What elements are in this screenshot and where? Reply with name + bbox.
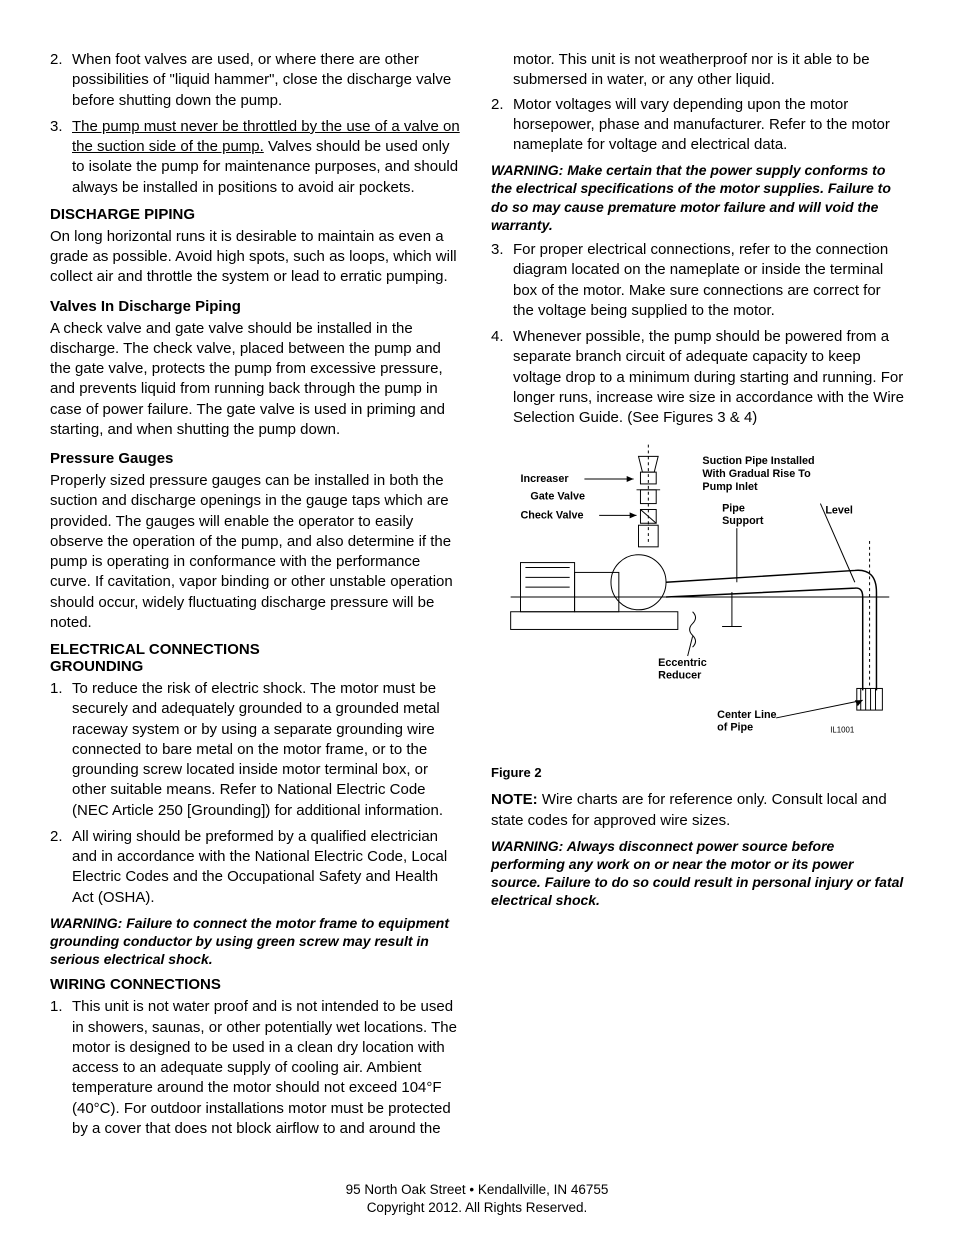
list-item: 2. When foot valves are used, or where t…	[50, 50, 463, 111]
label-eccentric-1: Eccentric	[658, 657, 707, 669]
label-suction-1: Suction Pipe Installed	[702, 456, 814, 468]
list-number: 2.	[491, 95, 513, 156]
list-number: 1.	[50, 997, 72, 1139]
right-column: motor. This unit is not weatherproof nor…	[491, 50, 904, 1145]
label-center-2: of Pipe	[717, 722, 753, 734]
list-item: 3. The pump must never be throttled by t…	[50, 117, 463, 198]
list-number: 3.	[491, 240, 513, 321]
list-number: 4.	[491, 327, 513, 428]
label-check-valve: Check Valve	[521, 510, 584, 522]
list-text: To reduce the risk of electric shock. Th…	[72, 679, 463, 821]
left-column: 2. When foot valves are used, or where t…	[50, 50, 463, 1145]
label-suction-2: With Gradual Rise To	[702, 468, 811, 480]
label-level: Level	[825, 505, 853, 517]
list-number: 2.	[50, 827, 72, 908]
motor-voltage-list: 2. Motor voltages will vary depending up…	[491, 95, 904, 156]
heading-valves: Valves In Discharge Piping	[50, 298, 463, 315]
electrical-conn-list: 3. For proper electrical connections, re…	[491, 240, 904, 428]
heading-pressure-gauges: Pressure Gauges	[50, 450, 463, 467]
list-number: 3.	[50, 117, 72, 198]
figure-2-diagram: Increaser Gate Valve Check Valve Suction…	[491, 442, 904, 752]
wiring-list: 1. This unit is not water proof and is n…	[50, 997, 463, 1139]
label-eccentric-2: Reducer	[658, 670, 702, 682]
label-figure-code: IL1001	[830, 726, 854, 735]
paragraph-motor-cont: motor. This unit is not weatherproof nor…	[491, 50, 904, 91]
list-item: 4. Whenever possible, the pump should be…	[491, 327, 904, 428]
list-item: 3. For proper electrical connections, re…	[491, 240, 904, 321]
page-footer: 95 North Oak Street • Kendallville, IN 4…	[0, 1181, 954, 1217]
list-text: This unit is not water proof and is not …	[72, 997, 463, 1139]
heading-grounding: GROUNDING	[50, 658, 463, 675]
note-paragraph: NOTE: Wire charts are for reference only…	[491, 790, 904, 831]
label-suction-3: Pump Inlet	[702, 481, 758, 493]
label-increaser: Increaser	[521, 473, 570, 485]
list-item: 1. This unit is not water proof and is n…	[50, 997, 463, 1139]
heading-discharge-piping: DISCHARGE PIPING	[50, 206, 463, 223]
list-text: For proper electrical connections, refer…	[513, 240, 904, 321]
list-item: 1. To reduce the risk of electric shock.…	[50, 679, 463, 821]
list-text: Whenever possible, the pump should be po…	[513, 327, 904, 428]
list-number: 1.	[50, 679, 72, 821]
figure-2: Increaser Gate Valve Check Valve Suction…	[491, 442, 904, 780]
footer-address: 95 North Oak Street • Kendallville, IN 4…	[0, 1181, 954, 1199]
warning-disconnect: WARNING: Always disconnect power source …	[491, 837, 904, 910]
paragraph-valves: A check valve and gate valve should be i…	[50, 319, 463, 441]
footer-copyright: Copyright 2012. All Rights Reserved.	[0, 1199, 954, 1217]
list-text: When foot valves are used, or where ther…	[72, 50, 463, 111]
list-text: Motor voltages will vary depending upon …	[513, 95, 904, 156]
label-center-1: Center Line	[717, 709, 776, 721]
heading-electrical: ELECTRICAL CONNECTIONS	[50, 641, 463, 658]
list-number: 2.	[50, 50, 72, 111]
label-pipe-support-2: Support	[722, 515, 764, 527]
note-lead: NOTE:	[491, 791, 538, 808]
warning-power-supply: WARNING: Make certain that the power sup…	[491, 161, 904, 234]
list-text: All wiring should be preformed by a qual…	[72, 827, 463, 908]
label-pipe-support-1: Pipe	[722, 503, 745, 515]
two-column-layout: 2. When foot valves are used, or where t…	[50, 50, 904, 1145]
list-item: 2. All wiring should be preformed by a q…	[50, 827, 463, 908]
list-item: 2. Motor voltages will vary depending up…	[491, 95, 904, 156]
paragraph-gauges: Properly sized pressure gauges can be in…	[50, 471, 463, 633]
label-gate-valve: Gate Valve	[530, 491, 585, 503]
paragraph-discharge: On long horizontal runs it is desirable …	[50, 227, 463, 288]
heading-wiring: WIRING CONNECTIONS	[50, 976, 463, 993]
grounding-list: 1. To reduce the risk of electric shock.…	[50, 679, 463, 908]
note-body: Wire charts are for reference only. Cons…	[491, 791, 887, 828]
figure-caption: Figure 2	[491, 765, 904, 780]
foot-valve-list: 2. When foot valves are used, or where t…	[50, 50, 463, 198]
warning-grounding: WARNING: Failure to connect the motor fr…	[50, 914, 463, 969]
list-text: The pump must never be throttled by the …	[72, 117, 463, 198]
